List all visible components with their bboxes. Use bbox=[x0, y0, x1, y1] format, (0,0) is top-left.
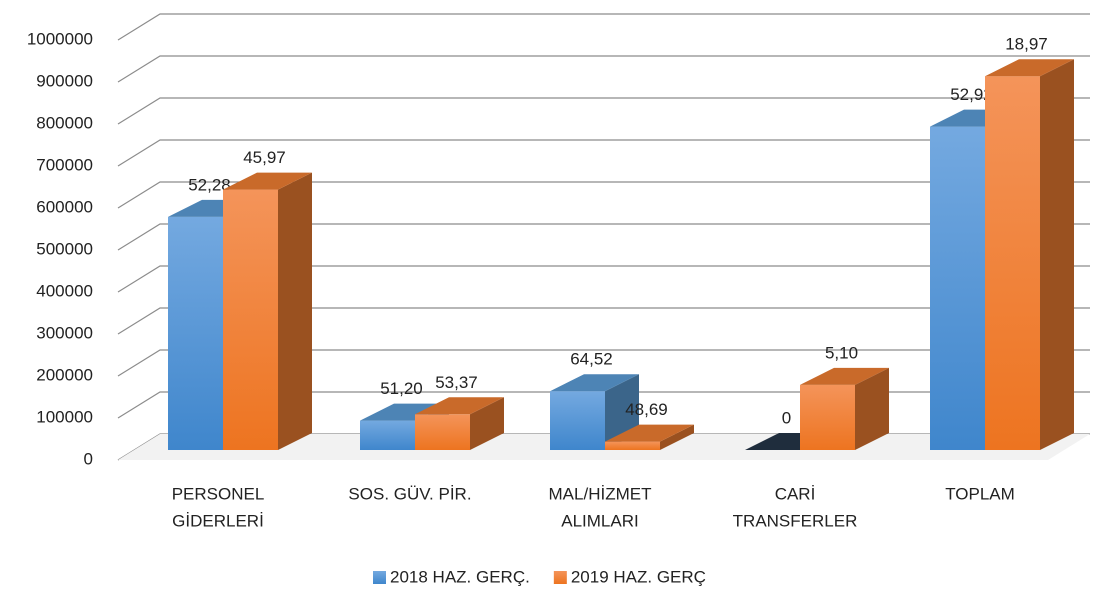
data-label: 45,97 bbox=[243, 148, 286, 167]
x-tick-label: GİDERLERİ bbox=[172, 511, 264, 530]
legend-swatch bbox=[373, 571, 386, 584]
grid-line bbox=[117, 13, 1090, 41]
data-label: 64,52 bbox=[570, 350, 613, 369]
y-tick-label: 700000 bbox=[36, 155, 93, 174]
y-tick-label: 400000 bbox=[36, 281, 93, 300]
bar-front bbox=[360, 420, 415, 450]
y-tick-label: 0 bbox=[84, 449, 93, 468]
bar bbox=[415, 397, 504, 450]
bar bbox=[800, 367, 889, 450]
bar-top bbox=[800, 367, 889, 385]
grid-line bbox=[117, 97, 1090, 125]
y-tick-label: 600000 bbox=[36, 197, 93, 216]
y-tick-label: 500000 bbox=[36, 239, 93, 258]
bar-front bbox=[985, 76, 1040, 450]
grid-line bbox=[117, 181, 1090, 209]
bar-front bbox=[605, 441, 660, 450]
bar bbox=[223, 172, 312, 450]
bar-top bbox=[985, 59, 1074, 77]
y-tick-label: 1000000 bbox=[27, 29, 93, 48]
y-tick-label: 900000 bbox=[36, 71, 93, 90]
bar-front bbox=[550, 391, 605, 450]
legend-label: 2018 HAZ. GERÇ. bbox=[390, 567, 530, 586]
bar-front bbox=[223, 189, 278, 450]
bar-top bbox=[415, 397, 504, 415]
grid-line bbox=[117, 139, 1090, 167]
data-label: 53,37 bbox=[435, 373, 478, 392]
bar-side bbox=[855, 367, 889, 450]
bar-top bbox=[550, 374, 639, 392]
data-label: 5,10 bbox=[825, 343, 858, 362]
bar-side bbox=[1040, 59, 1074, 450]
bar-side bbox=[470, 397, 504, 450]
x-tick-label: MAL/HİZMET bbox=[549, 484, 652, 503]
data-label: 52,92 bbox=[950, 85, 993, 104]
grid-line bbox=[117, 55, 1090, 83]
bar-front bbox=[168, 216, 223, 450]
grid-line bbox=[117, 307, 1090, 335]
legend-label: 2019 HAZ. GERÇ bbox=[571, 567, 706, 586]
x-tick-label: SOS. GÜV. PİR. bbox=[348, 484, 471, 503]
bar-top bbox=[223, 172, 312, 190]
data-label: 51,20 bbox=[380, 379, 423, 398]
grid-line bbox=[117, 391, 1090, 419]
legend-swatch bbox=[553, 571, 567, 584]
x-tick-label: PERSONEL bbox=[172, 484, 265, 503]
data-label: 0 bbox=[782, 408, 791, 427]
bar-top bbox=[605, 424, 694, 442]
data-label: 52,28 bbox=[188, 175, 231, 194]
bar-front bbox=[415, 414, 470, 450]
bar-top bbox=[360, 403, 449, 421]
grid-line bbox=[117, 265, 1090, 293]
x-tick-label: TRANSFERLER bbox=[733, 511, 858, 530]
x-tick-label: ALIMLARI bbox=[561, 511, 638, 530]
y-tick-label: 800000 bbox=[36, 113, 93, 132]
y-tick-label: 100000 bbox=[36, 407, 93, 426]
bar-side bbox=[278, 172, 312, 450]
y-tick-label: 300000 bbox=[36, 323, 93, 342]
grid-line bbox=[117, 223, 1090, 251]
data-label: 48,69 bbox=[625, 400, 668, 419]
bar-front bbox=[930, 126, 985, 450]
bar-front bbox=[800, 384, 855, 450]
bar bbox=[985, 59, 1074, 450]
x-tick-label: TOPLAM bbox=[945, 484, 1015, 503]
data-label: 18,97 bbox=[1005, 35, 1048, 54]
grid-line bbox=[117, 349, 1090, 377]
bar bbox=[605, 424, 694, 450]
x-tick-label: CARİ bbox=[775, 484, 816, 503]
y-tick-label: 200000 bbox=[36, 365, 93, 384]
bar-side bbox=[660, 424, 694, 450]
